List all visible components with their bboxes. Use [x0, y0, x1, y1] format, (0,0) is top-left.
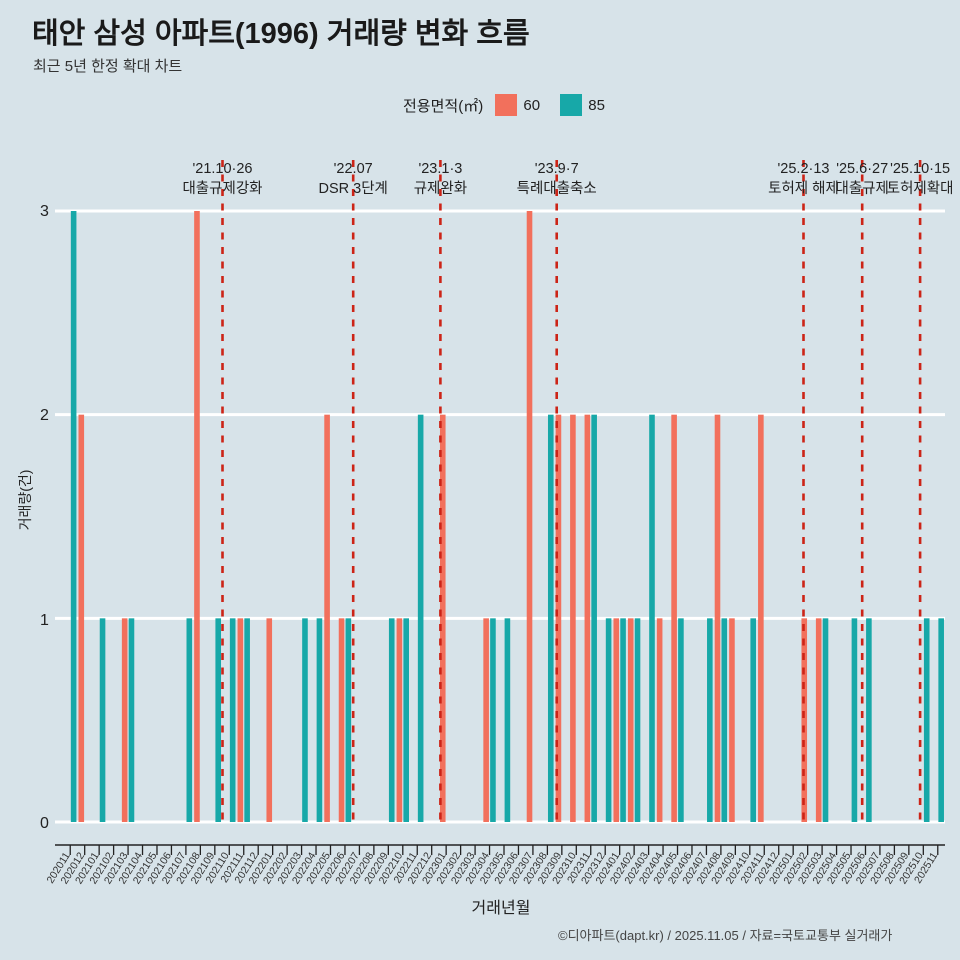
- svg-text:토허제확대: 토허제확대: [887, 180, 954, 197]
- svg-text:'23.9·7: '23.9·7: [535, 161, 579, 177]
- svg-text:0: 0: [40, 815, 49, 832]
- svg-text:DSR 3단계: DSR 3단계: [319, 180, 388, 197]
- svg-text:'25.10·15: '25.10·15: [890, 161, 950, 177]
- svg-text:규제완화: 규제완화: [414, 180, 467, 197]
- svg-text:3: 3: [40, 203, 49, 220]
- svg-text:토허제 해제: 토허제 해제: [768, 180, 839, 197]
- svg-text:'25.6·27: '25.6·27: [836, 161, 888, 177]
- svg-text:2: 2: [40, 407, 49, 424]
- svg-text:대출규제: 대출규제: [836, 180, 889, 197]
- svg-text:'25.2·13: '25.2·13: [778, 161, 830, 177]
- svg-text:1: 1: [40, 612, 49, 629]
- svg-text:'21.10·26: '21.10·26: [192, 161, 252, 177]
- svg-text:'23.1·3: '23.1·3: [418, 161, 462, 177]
- svg-text:특례대출축소: 특례대출축소: [517, 180, 597, 197]
- svg-text:대출규제강화: 대출규제강화: [182, 180, 262, 197]
- svg-text:'22.07: '22.07: [334, 161, 373, 177]
